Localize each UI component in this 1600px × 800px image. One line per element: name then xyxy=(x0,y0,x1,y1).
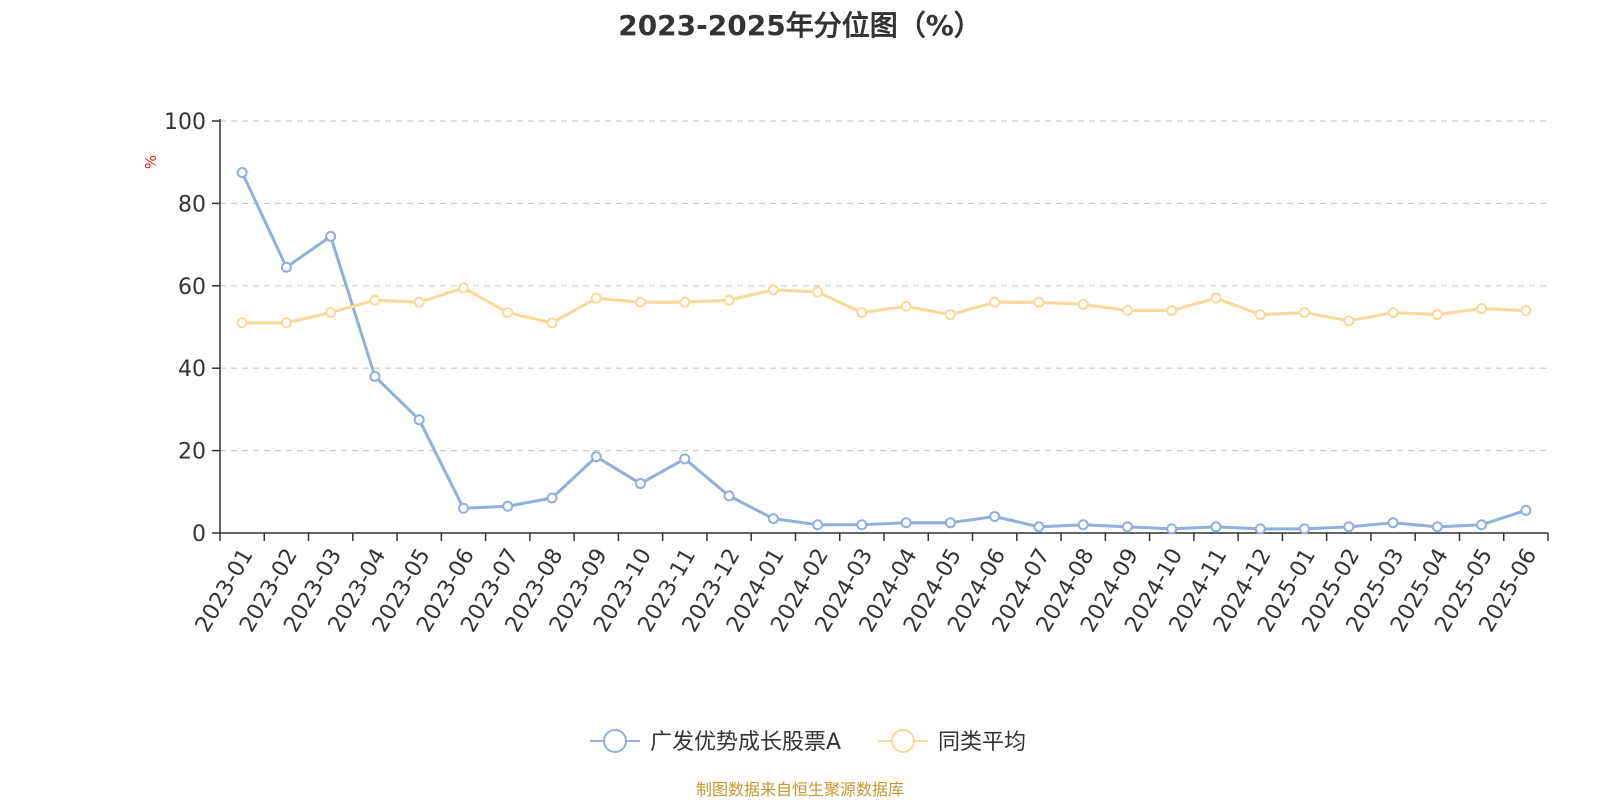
series-0 xyxy=(236,167,1532,535)
data-point xyxy=(280,317,292,329)
y-tick-label: 80 xyxy=(178,192,206,217)
data-point xyxy=(413,414,425,426)
data-point xyxy=(502,500,514,512)
data-point xyxy=(723,490,735,502)
series-1 xyxy=(236,282,1532,329)
data-point xyxy=(590,292,602,304)
data-point xyxy=(723,294,735,306)
data-point xyxy=(369,370,381,382)
data-point xyxy=(856,307,868,319)
legend-label: 广发优势成长股票A xyxy=(650,730,841,755)
data-point xyxy=(1476,519,1488,531)
data-point xyxy=(1077,298,1089,310)
data-point xyxy=(767,284,779,296)
data-point xyxy=(413,296,425,308)
x-axis-ticks: 2023-012023-022023-032023-042023-052023-… xyxy=(191,533,1549,637)
data-point xyxy=(1033,296,1045,308)
data-point xyxy=(679,453,691,465)
y-tick-label: 20 xyxy=(178,440,206,465)
data-point xyxy=(457,282,469,294)
data-point xyxy=(1431,309,1443,321)
data-point xyxy=(1520,504,1532,516)
data-point xyxy=(457,502,469,514)
data-point xyxy=(635,478,647,490)
series-line xyxy=(240,171,1527,531)
data-point xyxy=(1431,521,1443,533)
data-point xyxy=(1166,523,1178,535)
data-point xyxy=(989,511,1001,523)
grid-lines xyxy=(220,120,1548,452)
data-point xyxy=(502,307,514,319)
data-point xyxy=(1077,519,1089,531)
legend-marker-icon xyxy=(603,729,627,753)
data-point xyxy=(679,296,691,308)
data-point xyxy=(900,517,912,529)
data-point xyxy=(989,296,1001,308)
data-point xyxy=(546,492,558,504)
data-point xyxy=(812,519,824,531)
data-point xyxy=(236,167,248,178)
y-tick-label: 40 xyxy=(178,357,206,382)
data-point xyxy=(1210,521,1222,533)
data-point xyxy=(767,513,779,525)
y-tick-label: 0 xyxy=(192,522,206,547)
data-point xyxy=(1387,307,1399,319)
data-point xyxy=(1210,292,1222,304)
data-point xyxy=(1254,309,1266,321)
source-note: 制图数据来自恒生聚源数据库 xyxy=(696,780,904,799)
data-point xyxy=(325,230,337,242)
y-axis-ticks: 0 20 40 60 80 100 xyxy=(164,110,220,547)
data-point xyxy=(1121,305,1133,317)
data-point xyxy=(280,261,292,273)
data-point xyxy=(1299,307,1311,319)
data-point xyxy=(325,307,337,319)
data-point xyxy=(1254,523,1266,535)
data-point xyxy=(236,317,248,329)
data-point xyxy=(944,517,956,529)
data-point xyxy=(546,317,558,329)
data-point xyxy=(812,286,824,298)
legend-item-1[interactable]: 同类平均 xyxy=(878,729,1026,755)
data-point xyxy=(900,300,912,312)
legend-label: 同类平均 xyxy=(938,730,1026,755)
y-axis-unit-label: % xyxy=(142,155,160,169)
data-point xyxy=(1166,305,1178,317)
series-group xyxy=(236,167,1532,535)
data-point xyxy=(635,296,647,308)
data-point xyxy=(856,519,868,531)
data-point xyxy=(1476,302,1488,314)
y-tick-label: 60 xyxy=(178,275,206,300)
data-point xyxy=(1520,305,1532,317)
data-point xyxy=(590,451,602,463)
series-line xyxy=(242,286,1526,325)
data-point xyxy=(1299,523,1311,535)
chart-title: 2023-2025年分位图（%） xyxy=(618,9,982,42)
data-point xyxy=(1343,315,1355,327)
data-point xyxy=(1121,521,1133,533)
legend: 广发优势成长股票A 同类平均 xyxy=(590,729,1026,755)
data-point xyxy=(1343,521,1355,533)
data-point xyxy=(1387,517,1399,529)
data-point xyxy=(1033,521,1045,533)
legend-marker-icon xyxy=(891,729,915,753)
data-point xyxy=(369,294,381,306)
data-point xyxy=(944,309,956,321)
y-tick-label: 100 xyxy=(164,110,206,135)
legend-item-0[interactable]: 广发优势成长股票A xyxy=(590,729,841,755)
